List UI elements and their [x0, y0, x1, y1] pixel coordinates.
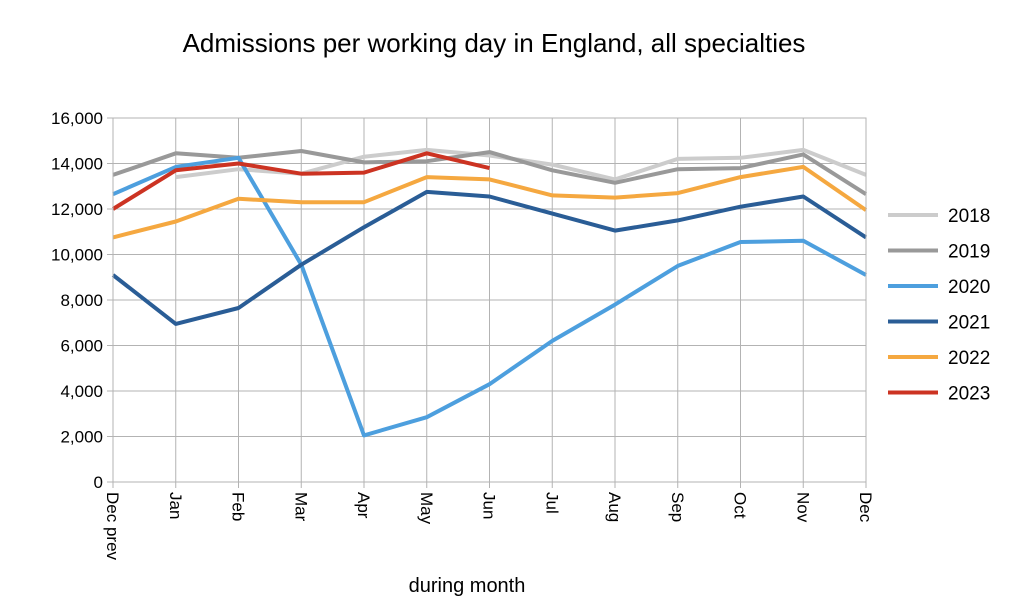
- y-tick-label: 6,000: [60, 337, 103, 356]
- series-line-2021: [111, 189, 868, 326]
- legend-label-2019: 2019: [948, 242, 990, 263]
- y-tick-label: 10,000: [51, 246, 103, 265]
- x-tick-label: Jan: [166, 492, 185, 519]
- legend-label-2022: 2022: [948, 348, 990, 369]
- x-tick-label: May: [417, 492, 436, 525]
- series-lines: [111, 147, 868, 438]
- y-tick-label: 8,000: [60, 291, 103, 310]
- axes: 0 2,000 4,000 6,000 8,000 10,000 12,000 14,000 1…: [51, 109, 875, 561]
- grid: [113, 117, 867, 482]
- legend-label-2020: 2020: [948, 277, 990, 298]
- legend-label-2021: 2021: [948, 313, 990, 334]
- x-axis-title: during month: [409, 575, 526, 597]
- legend-label-2023: 2023: [948, 384, 990, 405]
- x-tick-label: Apr: [354, 492, 373, 519]
- series-line-2022: [112, 164, 868, 240]
- y-tick-label: 4,000: [60, 382, 103, 401]
- x-tick-label: Mar: [291, 492, 310, 522]
- x-tick-label: Feb: [229, 492, 248, 521]
- x-tick-label: Aug: [605, 492, 624, 522]
- series-line-2020: [112, 155, 867, 438]
- plot-area-border: [112, 117, 867, 483]
- x-tick-label: Sep: [668, 492, 687, 522]
- legend-label-2018: 2018: [948, 206, 990, 227]
- y-tick-label: 16,000: [51, 109, 103, 128]
- series-line-2023: [111, 151, 490, 211]
- x-tick-label: Jun: [480, 492, 499, 519]
- x-tick-label: Dec prev: [103, 492, 122, 561]
- y-tick-label: 2,000: [60, 428, 103, 447]
- legend: 2018 2019 2020 2021 2022 2023: [888, 206, 990, 405]
- chart-title: Admissions per working day in England, a…: [183, 28, 806, 58]
- x-tick-label: Oct: [731, 492, 750, 519]
- x-tick-label: Dec: [856, 492, 875, 523]
- y-tick-label: 12,000: [51, 200, 103, 219]
- x-tick-label: Nov: [793, 492, 812, 523]
- y-tick-label: 14,000: [51, 155, 103, 174]
- x-tick-label: Jul: [542, 492, 561, 514]
- y-tick-label: 0: [94, 473, 103, 492]
